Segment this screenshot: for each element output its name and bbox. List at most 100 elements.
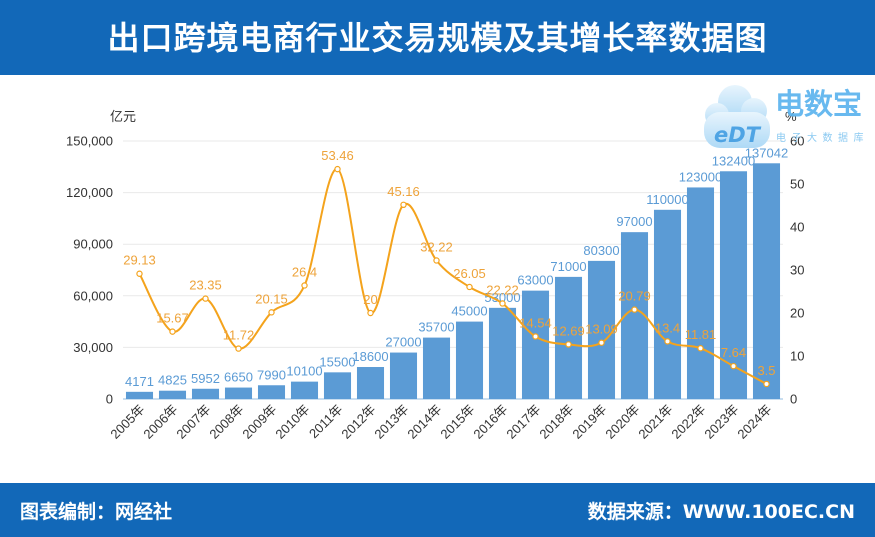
left-axis-tick-label: 120,000 [66,185,113,200]
x-tick-label-2017: 2017年 [503,402,543,442]
bar-2005 [125,391,154,399]
point-2023 [730,362,737,370]
point-2013 [400,201,407,209]
bar-label-2010: 10100 [286,364,322,379]
bar-2019 [587,260,616,399]
rate-label-2005: 29.13 [123,253,156,268]
rate-label-2007: 23.35 [189,278,222,293]
point-2008 [235,345,242,352]
rate-label-2008: 11.72 [223,328,255,343]
right-axis-tick-label: 20 [790,306,804,321]
bar-2011 [323,372,352,399]
rate-label-2018: 12.69 [552,323,585,338]
bar-label-2018: 71000 [550,259,586,274]
bar-label-2014: 35700 [418,320,454,335]
cloud-shape [704,112,770,148]
x-tick-label-2009: 2009年 [239,402,279,442]
x-tick-label-2008: 2008年 [206,402,246,442]
footer-banner: 图表编制：网经社 数据来源：WWW.100EC.CN [0,483,875,537]
x-tick-label-2022: 2022年 [668,402,708,442]
rate-label-2017: 14.54 [519,315,552,330]
bar-2012 [356,367,385,399]
rate-label-2009: 20.15 [255,291,288,306]
point-2009 [268,309,275,316]
x-tick-label-2023: 2023年 [701,402,741,442]
right-axis-tick-label: 60 [790,134,804,149]
point-2007 [202,295,209,302]
x-tick-label-2011: 2011年 [306,402,346,442]
x-tick-label-2019: 2019年 [569,402,609,442]
bar-label-2021: 110000 [646,192,688,207]
bar-label-2020: 97000 [616,214,652,229]
rate-label-2021: 13.4 [655,320,680,335]
right-axis-unit: % [785,109,797,124]
bar-label-2024: 137042 [745,145,788,160]
bar-label-2013: 27000 [385,335,421,350]
rate-label-2010: 26.4 [292,264,317,279]
rate-label-2014: 32.22 [420,239,453,254]
bar-label-2023: 132400 [712,153,755,168]
right-axis-tick-label: 50 [790,177,804,192]
bar-2024 [752,163,781,399]
bar-2022 [686,187,715,399]
left-axis-tick-label: 0 [106,392,113,407]
x-tick-label-2014: 2014年 [404,402,444,442]
rate-label-2019: 13.09 [585,322,618,337]
header-banner: 出口跨境电商行业交易规模及其增长率数据图 [0,0,875,75]
bar-2007 [191,388,220,399]
rate-label-2015: 26.05 [453,266,486,281]
bar-label-2017: 63000 [517,273,553,288]
x-tick-label-2016: 2016年 [470,402,510,442]
point-2016 [499,300,506,307]
rate-label-2006: 15.67 [156,311,189,326]
bar-label-2006: 4825 [158,373,187,388]
right-axis-tick-label: 30 [790,263,804,278]
chart-compiler: 图表编制：网经社 [20,500,173,523]
right-axis-ticks: 0 10 20 30 40 50 60 [790,134,804,407]
bar-2018 [554,276,583,399]
x-tick-label-2012: 2012年 [338,402,378,442]
rate-label-2022: 11.81 [685,327,717,342]
logo-name: 电数宝 [775,87,862,121]
point-2011 [334,165,341,173]
rate-label-2012: 20 [363,292,377,307]
point-2015 [466,283,473,291]
bar-label-2019: 80300 [583,243,619,258]
bar-2006 [158,390,187,399]
x-tick-label-2015: 2015年 [437,402,477,442]
rate-label-2020: 20.79 [618,289,651,304]
bar-series [125,163,781,399]
growth-rate-points [136,165,770,388]
logo: eDT 电数宝 电子大数据库 [704,85,869,148]
bar-label-2016: 53000 [484,290,520,305]
bar-label-2009: 7990 [257,367,286,382]
bar-2008 [224,387,253,399]
bar-2013 [389,352,418,399]
bar-2015 [455,321,484,399]
bar-2014 [422,337,451,399]
point-2010 [301,282,308,289]
bar-label-2011: 15500 [319,354,355,369]
right-axis-tick-label: 40 [790,220,804,235]
left-axis-tick-label: 60,000 [73,288,113,303]
bar-label-2007: 5952 [191,371,220,386]
point-2005 [136,270,143,277]
bar-2021 [653,209,682,399]
point-2017 [532,333,539,340]
logo-subtitle: 电子大数据库 [776,131,869,144]
rate-label-2011: 53.46 [321,148,354,163]
x-tick-label-2018: 2018年 [536,402,576,442]
bar-2016 [488,307,517,399]
rate-label-2024: 3.5 [757,363,775,378]
bar-data-labels: 4171 4825 5952 6650 7990 10100155001860027000… [125,145,788,389]
rate-label-2023: 7.64 [721,345,746,360]
bar-label-2012: 18600 [352,349,388,364]
bar-label-2015: 45000 [451,304,487,319]
growth-rate-data-labels: 29.13 15.67 23.35 11.72 20.15 26.4 53.46 20 45.1… [123,148,775,378]
bar-2009 [257,385,286,399]
point-2022 [697,345,704,352]
point-2014 [433,257,440,264]
point-2018 [565,341,572,348]
bar-label-2008: 6650 [224,370,253,385]
point-2006 [169,328,176,335]
